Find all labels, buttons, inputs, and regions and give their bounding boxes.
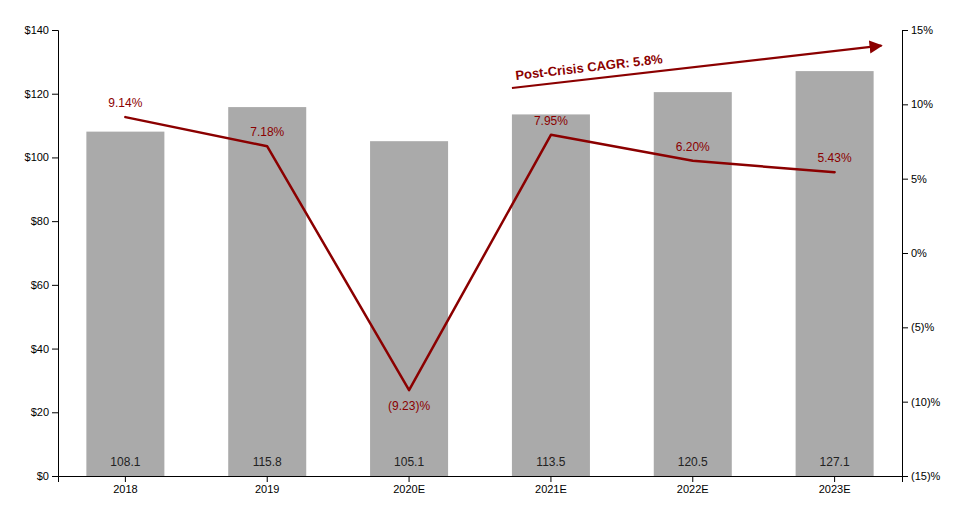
bar	[796, 71, 874, 476]
tick: 15%	[902, 24, 933, 36]
tick-label: $120	[25, 88, 49, 100]
y2-axis: (15)% (10)% (5)% 0% 5% 10% 15%	[902, 24, 941, 482]
tick-label: $80	[31, 215, 49, 227]
marks	[86, 71, 873, 476]
chart: 201820192020E2021E2022E2023E$0$20$40$60$…	[0, 0, 964, 516]
tick-mark	[52, 349, 58, 350]
axis-domain	[59, 477, 903, 483]
tick-label: (15)%	[911, 470, 941, 482]
tick: (10)%	[902, 396, 941, 408]
tick-mark	[52, 476, 58, 477]
tick-label: 2022E	[677, 483, 709, 495]
tick-label: 2021E	[535, 483, 567, 495]
tick-mark	[550, 476, 551, 482]
tick-mark	[52, 30, 58, 31]
bars	[86, 71, 873, 476]
axis-domain	[52, 31, 59, 477]
tick: $0	[37, 470, 58, 482]
tick-mark	[52, 285, 58, 286]
bar-label: 113.5	[536, 455, 565, 469]
annotation-text: Post-Crisis CAGR: 5.8%	[515, 51, 664, 83]
tick: 2019	[255, 476, 279, 495]
tick: $80	[31, 215, 58, 227]
y-axis: $0 $20 $40 $60 $80 $100 $120 $140	[25, 24, 59, 482]
bar	[370, 141, 448, 476]
tick: $100	[25, 151, 58, 163]
tick: 2022E	[677, 476, 709, 495]
bar-label: 115.8	[253, 455, 282, 469]
tick: $60	[31, 279, 58, 291]
line-label: 7.18%	[250, 125, 284, 139]
tick: $40	[31, 343, 58, 355]
tick-mark	[902, 179, 908, 180]
tick-label: 2019	[255, 483, 279, 495]
bar	[86, 132, 164, 476]
tick-label: $100	[25, 151, 49, 163]
tick-label: $60	[31, 279, 49, 291]
tick-label: $140	[25, 24, 49, 36]
line-label: (9.23)%	[388, 399, 430, 413]
tick-mark	[267, 476, 268, 482]
tick-mark	[52, 221, 58, 222]
bar-label: 127.1	[820, 455, 850, 469]
tick-label: 2018	[113, 483, 137, 495]
tick: $140	[25, 24, 58, 36]
tick: 2020E	[393, 476, 425, 495]
tick-mark	[902, 476, 908, 477]
tick-label: (5)%	[911, 321, 934, 333]
tick: $120	[25, 88, 58, 100]
line	[125, 117, 834, 390]
tick-label: 0%	[911, 247, 927, 259]
tick-mark	[834, 476, 835, 482]
line-label: 6.20%	[676, 140, 710, 154]
annotation-arrow	[512, 46, 882, 88]
tick-mark	[52, 157, 58, 158]
line-label: 9.14%	[108, 96, 142, 110]
bar	[654, 92, 732, 476]
annotation: Post-Crisis CAGR: 5.8%	[512, 46, 882, 88]
tick-mark	[692, 476, 693, 482]
tick: 5%	[902, 173, 927, 185]
x-axis: 2018 2019 2020E 2021E 2022E 2023E	[59, 476, 903, 495]
tick-mark	[902, 104, 908, 105]
tick: (15)%	[902, 470, 941, 482]
tick-mark	[409, 476, 410, 482]
tick: 10%	[902, 98, 933, 110]
tick-label: $20	[31, 406, 49, 418]
tick-mark	[902, 30, 908, 31]
tick: (5)%	[902, 321, 934, 333]
tick-mark	[125, 476, 126, 482]
tick-label: 10%	[911, 98, 933, 110]
tick-mark	[52, 412, 58, 413]
tick-label: (10)%	[911, 396, 941, 408]
tick-mark	[902, 327, 908, 328]
tick-mark	[902, 402, 908, 403]
bar-label: 105.1	[394, 455, 424, 469]
axis-domain	[903, 31, 909, 477]
bar-label: 120.5	[678, 455, 708, 469]
tick-mark	[902, 253, 908, 254]
tick-label: 15%	[911, 24, 933, 36]
tick: 2021E	[535, 476, 567, 495]
bar	[512, 114, 590, 476]
tick-label: 2023E	[819, 483, 851, 495]
tick: 0%	[902, 247, 927, 259]
tick-label: 2020E	[393, 483, 425, 495]
tick-label: 5%	[911, 173, 927, 185]
tick: $20	[31, 406, 58, 418]
tick-label: $40	[31, 343, 49, 355]
line-label: 5.43%	[818, 151, 852, 165]
bar	[228, 107, 306, 476]
plot: 201820192020E2021E2022E2023E$0$20$40$60$…	[25, 24, 941, 495]
tick-label: $0	[37, 470, 49, 482]
data-labels: 108.1 115.8 105.1 113.5 120.5 127.1 9.14% 7.18%…	[108, 96, 852, 469]
tick: 2023E	[819, 476, 851, 495]
bar-label: 108.1	[110, 455, 140, 469]
line-label: 7.95%	[534, 114, 568, 128]
tick-mark	[52, 94, 58, 95]
tick: 2018	[113, 476, 137, 495]
